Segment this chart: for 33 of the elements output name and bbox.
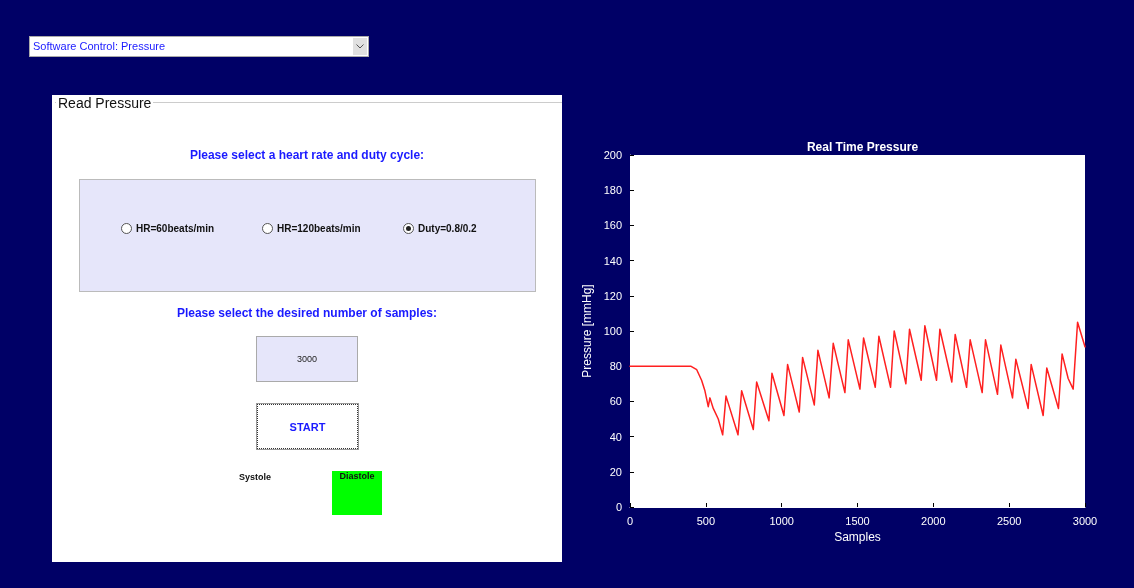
y-tick-label: 180 [603,184,622,197]
indicator-square: Diastole [332,471,382,515]
x-tick-label: 2000 [921,514,946,527]
y-tick-label: 140 [603,254,622,267]
input-field: 3000 [256,336,358,382]
y-tick-label: 160 [603,219,622,232]
y-tick-label: 100 [603,325,622,337]
x-tick-label: 0 [626,514,634,527]
line-series [629,321,1086,436]
y-tick-label: 120 [603,289,622,302]
y-tick-label: 0 [615,501,622,513]
x-tick-label: 3000 [1072,514,1098,527]
y-axis-title: Pressure [mmHg] [579,284,594,378]
text: Read Pressure [56,95,154,111]
chart-title: Real Time Pressure [806,140,919,154]
x-tick-label: 2500 [996,514,1022,527]
x-tick-label: 500 [696,514,716,527]
x-tick-label: 1000 [769,514,794,527]
text: Systole [239,472,272,482]
y-tick-label: 200 [603,149,622,161]
y-tick-label: 20 [609,465,622,478]
y-tick-label: 60 [609,395,622,408]
dropdown: Software Control: Pressure [29,36,369,57]
x-axis-title: Samples [834,529,881,544]
text: HR=60beats/min [136,223,215,234]
text: Duty=0.8/0.2 [418,223,477,234]
y-tick-label: 80 [609,360,622,373]
text: HR=120beats/min [277,223,361,234]
text: Please select a heart rate and duty cycle: [188,148,426,162]
x-tick-label: 1500 [845,514,870,527]
text: Please select the desired number of samples: [175,306,439,320]
start-button: START [257,404,358,449]
y-tick-label: 40 [609,430,622,443]
